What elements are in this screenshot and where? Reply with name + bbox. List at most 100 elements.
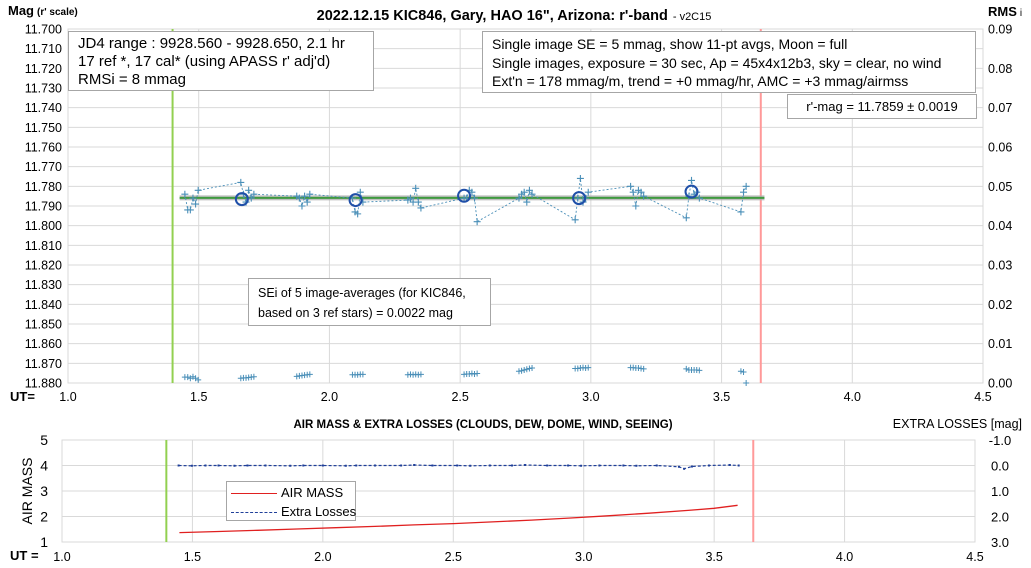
extra-losses-point [567,464,570,467]
rmsi-point [521,367,528,374]
top-y-tick-label: 11.830 [25,278,62,292]
extra-losses-point [690,465,693,468]
exposure-text: Single images, exposure = 30 sec, Ap = 4… [492,54,942,71]
r-mag-text: r'-mag = 11.7859 ± 0.0019 [806,99,958,114]
extra-losses-point [374,464,377,467]
rmsi-point [306,371,313,378]
single-image-point [298,202,306,210]
legend-extra-losses-label: Extra Losses [281,504,357,519]
bottom-y-tick-label: 4 [40,458,48,474]
rms-axis-label: RMS i [988,4,1022,19]
top-y-tick-label: 11.800 [25,219,62,233]
single-image-point [354,210,362,218]
single-image-point [245,186,253,194]
bottom-y2-tick-label: -1.0 [989,433,1011,448]
mag-axis-label: Mag (r' scale) [8,3,78,18]
rmsi-point [737,368,744,375]
top-y2-tick-labels: 0.09 0.08 0.07 0.06 0.05 0.04 0.03 0.02 0.01 0.00 [988,23,1012,391]
single-image-point [303,198,311,206]
bottom-y2-tick-labels: -1.0 0.0 1.0 2.0 3.0 [989,433,1011,550]
single-image-point [473,218,481,226]
bottom-y2-tick-label: 0.0 [991,459,1009,474]
average-circle [457,188,472,203]
single-image-point [515,194,523,202]
single-image-se-text: Single image SE = 5 mmag, show 11-pt avg… [492,36,848,52]
extra-losses-point [246,464,249,467]
top-x-tick-label: 4.0 [844,390,861,404]
jd-range-box: JD4 range : 9928.560 - 9928.650, 2.1 hr … [68,31,374,91]
extra-losses-point [469,464,472,467]
bottom-y-tick-label: 3 [40,483,48,499]
top-ut-label: UT= [10,389,35,404]
ref-star-text: 17 ref *, 17 cal* (using APASS r' adj'd) [78,53,331,70]
legend-extra-losses-swatch [231,512,277,513]
bottom-y2-tick-label: 3.0 [991,535,1009,550]
observation-info-box: Single image SE = 5 mmag, show 11-pt avg… [482,31,976,93]
rms-axis-title: RMS [988,4,1017,19]
top-x-tick-label: 3.0 [582,390,599,404]
rmsi-point [474,370,481,377]
bottom-y2-tick-label: 1.0 [991,484,1009,499]
single-image-point [640,192,648,200]
single-image-point [194,186,202,194]
airmass-chart: AIR MASS & EXTRA LOSSES (CLOUDS, DEW, DO… [10,417,1022,564]
airmass-line [179,504,738,534]
rmsi-point [529,365,536,372]
average-circle [684,184,699,199]
airmass-axis-label: AIR MASS [19,458,35,525]
single-image-point [237,178,245,186]
bottom-y-tick-labels: 5 4 3 2 1 [40,432,48,550]
extra-losses-point [598,464,601,467]
extra-losses-point [655,464,658,467]
single-image-point [356,188,364,196]
top-y-tick-label: 11.740 [25,101,62,115]
single-image-point [737,208,745,216]
average-circle [234,192,249,207]
extra-losses-point [289,464,292,467]
mag-axis-subtitle: (r' scale) [37,7,78,18]
rmsi-point [250,373,257,380]
top-y-tick-label: 11.860 [25,337,62,351]
bottom-x-tick-labels: 1.0 1.5 2.0 2.5 3.0 3.5 4.0 4.5 [53,550,983,564]
bottom-x-tick-label: 4.5 [966,550,983,564]
extra-losses-point [400,464,403,467]
extra-losses-point [302,464,305,467]
sei-text-line1: SEi of 5 image-averages (for KIC846, [258,286,466,300]
extra-losses-point [321,464,324,467]
single-image-point [295,194,303,202]
single-image-point [695,194,703,202]
rmsi-point [683,365,690,372]
bottom-x-tick-label: 1.5 [184,550,201,564]
single-image-point [301,192,309,200]
bottom-chart-marks [165,440,755,542]
single-image-point [406,194,414,202]
top-x-tick-label: 4.5 [974,390,991,404]
bottom-x-tick-label: 2.5 [445,550,462,564]
extra-losses-point [413,463,416,466]
extra-losses-point [622,464,625,467]
legend-airmass-swatch [231,493,277,494]
single-image-point [682,214,690,222]
extra-losses-point [204,464,207,467]
extra-losses-point [264,464,267,467]
rmsi-point [417,371,424,378]
extra-losses-point [580,464,583,467]
top-y2-tick-label: 0.00 [988,377,1012,391]
top-y2-tick-label: 0.09 [988,23,1012,37]
top-y-tick-label: 11.810 [25,239,62,253]
extra-losses-line [178,464,739,470]
extra-losses-point [355,464,358,467]
bottom-y-tick-label: 5 [40,432,48,448]
top-y-tick-label: 11.850 [25,318,62,332]
extinction-text: Ext'n = 178 mmag/m, trend = +0 mmag/hr, … [492,73,909,89]
rmsi-text: RMSi = 8 mmag [78,71,186,88]
top-x-tick-label: 3.5 [713,390,730,404]
chart-version: - v2C15 [673,11,712,23]
single-image-point [571,216,579,224]
extra-losses-point [635,464,638,467]
single-image-point [250,190,258,198]
legend-airmass-label: AIR MASS [281,485,344,500]
single-image-point [742,182,750,190]
single-image-point [189,194,197,202]
rmsi-point [743,380,750,386]
